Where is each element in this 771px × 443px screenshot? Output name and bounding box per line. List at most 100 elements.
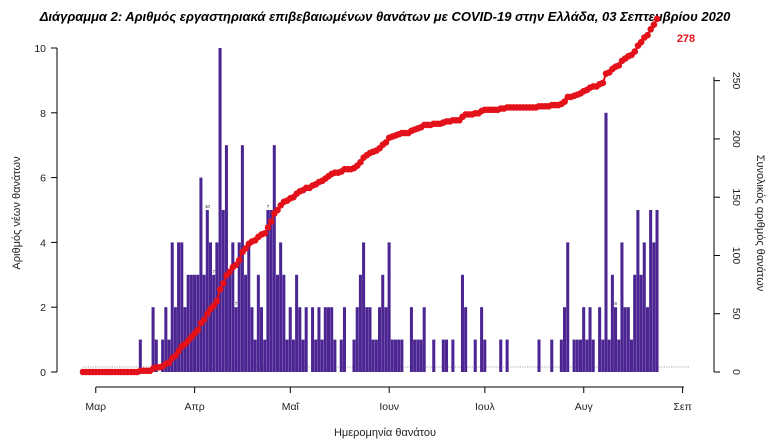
- bar: [244, 274, 248, 372]
- cumulative-point: [382, 139, 390, 146]
- bar: [167, 339, 171, 372]
- bar: [601, 339, 605, 372]
- cumulative-point: [357, 158, 364, 166]
- bar: [295, 274, 299, 372]
- bar-value-label: 8: [614, 301, 617, 306]
- bar: [326, 307, 331, 372]
- cumulative-point: [650, 21, 658, 28]
- bar: [215, 242, 219, 372]
- bar: [304, 307, 308, 372]
- x-tick-label: Απρ: [185, 401, 205, 413]
- bar: [614, 307, 618, 372]
- bar: [164, 307, 168, 372]
- cumulative-point: [194, 326, 202, 334]
- x-tick-label: Ιουλ: [475, 401, 495, 413]
- x-tick-label: Μαΐ: [282, 401, 300, 413]
- cumulative-point: [264, 224, 272, 231]
- bar: [189, 274, 193, 372]
- bar: [234, 307, 238, 372]
- y-left-tick-label: 8: [40, 108, 46, 120]
- cumulative-point: [165, 359, 173, 366]
- bar: [186, 274, 190, 372]
- cumulative-point: [216, 285, 224, 293]
- bar: [205, 210, 209, 372]
- bar: [323, 307, 327, 372]
- bar: [151, 307, 155, 372]
- bar: [537, 339, 541, 372]
- bar-value-label: 7: [267, 204, 270, 209]
- x-tick-label: Μαρ: [85, 401, 106, 413]
- bar: [633, 274, 637, 372]
- y-right-tick-label: 100: [730, 247, 742, 265]
- final-total-label: 278: [677, 33, 695, 45]
- cumulative-point: [644, 31, 651, 39]
- cumulative-point: [653, 15, 661, 23]
- bar: [422, 307, 426, 372]
- bar: [170, 242, 174, 372]
- bar: [282, 274, 286, 372]
- bar: [342, 307, 346, 372]
- cumulative-point: [561, 98, 568, 105]
- bar: [228, 274, 232, 372]
- bar: [582, 307, 586, 372]
- bar: [393, 339, 397, 372]
- bar: [231, 242, 235, 372]
- bar: [358, 274, 362, 372]
- bar: [250, 307, 254, 372]
- bar: [266, 210, 270, 372]
- cumulative-point: [226, 268, 234, 276]
- bar: [177, 242, 181, 372]
- bar: [365, 307, 369, 372]
- cumulative-point: [261, 230, 269, 237]
- bar: [559, 339, 563, 372]
- bar: [256, 274, 260, 372]
- bar: [330, 307, 334, 372]
- bar: [416, 339, 420, 372]
- bar: [180, 242, 184, 372]
- x-axis-label: Ημερομηνία θανάτου: [334, 427, 436, 439]
- bar-series: [83, 48, 689, 373]
- y-left-tick-label: 10: [34, 43, 46, 55]
- bar: [275, 274, 279, 372]
- bar: [591, 339, 595, 372]
- cumulative-point: [200, 316, 208, 323]
- bar: [199, 177, 203, 372]
- bar: [269, 210, 273, 372]
- bar-value-label: 10: [205, 204, 211, 209]
- y-left-tick-label: 2: [40, 302, 46, 314]
- cumulative-line-series: [79, 15, 661, 376]
- bar: [378, 307, 382, 372]
- bar: [451, 339, 455, 372]
- bar: [617, 339, 621, 372]
- bar: [480, 307, 484, 372]
- y-right-tick-label: 150: [730, 188, 742, 206]
- y-axis-left-ticks: 0 2 4 6 8 10: [34, 43, 57, 379]
- bar: [445, 339, 449, 372]
- cumulative-point: [175, 347, 182, 355]
- bar: [212, 274, 216, 372]
- bar: [161, 339, 165, 372]
- bar: [607, 339, 611, 372]
- bar-value-label: 7: [235, 301, 238, 306]
- bar: [499, 339, 503, 372]
- bar: [352, 339, 356, 372]
- bar: [578, 339, 582, 372]
- y-axis-left-label: Αριθμός νέων θανάτων: [11, 156, 23, 270]
- bar: [285, 339, 289, 372]
- y-left-tick-label: 4: [40, 237, 46, 249]
- bar: [550, 339, 554, 372]
- bar: [400, 339, 404, 372]
- bar: [154, 339, 158, 372]
- y-left-tick-label: 0: [40, 367, 46, 379]
- bar: [390, 339, 394, 372]
- y-right-tick-label: 0: [730, 369, 742, 375]
- bar: [253, 339, 257, 372]
- bar: [649, 210, 653, 372]
- bar: [566, 242, 570, 372]
- bar: [247, 242, 251, 372]
- bar: [221, 210, 225, 372]
- bar: [575, 339, 579, 372]
- cumulative-point: [615, 62, 623, 69]
- cumulative-point: [274, 206, 281, 214]
- cumulative-point: [232, 261, 240, 269]
